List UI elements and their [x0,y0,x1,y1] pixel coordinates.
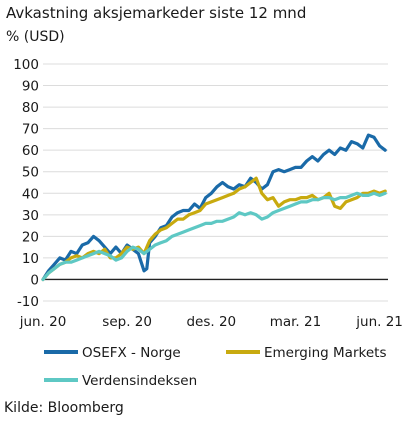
y-axis-ticks: -10 0 10 20 30 40 50 60 70 80 90 100 [13,57,39,310]
y-tick-label: 90 [22,79,39,95]
legend-label-3: Verdensindeksen [82,373,197,389]
gridlines [43,63,388,302]
legend-label-2: Emerging Markets [264,345,386,361]
x-tick-label: jun. 21 [355,314,403,330]
x-tick-label: jun. 20 [19,314,67,330]
y-tick-label: 0 [30,272,39,288]
series-line-3 [41,191,387,282]
legend-label-1: OSEFX - Norge [82,345,181,361]
y-tick-label: 10 [22,251,39,267]
x-tick-label: sep. 20 [102,314,152,330]
y-axis-unit-label: % (USD) [6,29,65,45]
source-note: Kilde: Bloomberg [4,400,124,416]
y-tick-label: 30 [22,208,39,224]
y-tick-label: 20 [22,229,39,245]
y-tick-label: 80 [22,100,39,116]
y-tick-label: 70 [22,122,39,138]
y-tick-label: 60 [22,143,39,159]
y-tick-label: 40 [22,186,39,202]
series-lines [41,133,387,282]
x-tick-label: mar. 21 [270,314,322,330]
legend: OSEFX - Norge Emerging Markets Verdensinde… [44,345,386,389]
y-tick-label: 50 [22,165,39,181]
series-line-1 [41,133,387,282]
x-tick-label: des. 20 [186,314,236,330]
x-axis-ticks: jun. 20 sep. 20 des. 20 mar. 21 jun. 21 [19,314,403,330]
chart-title: Avkastning aksjemarkeder siste 12 mnd [6,4,307,22]
y-tick-label: 100 [13,57,39,73]
y-tick-label: -10 [17,294,39,310]
